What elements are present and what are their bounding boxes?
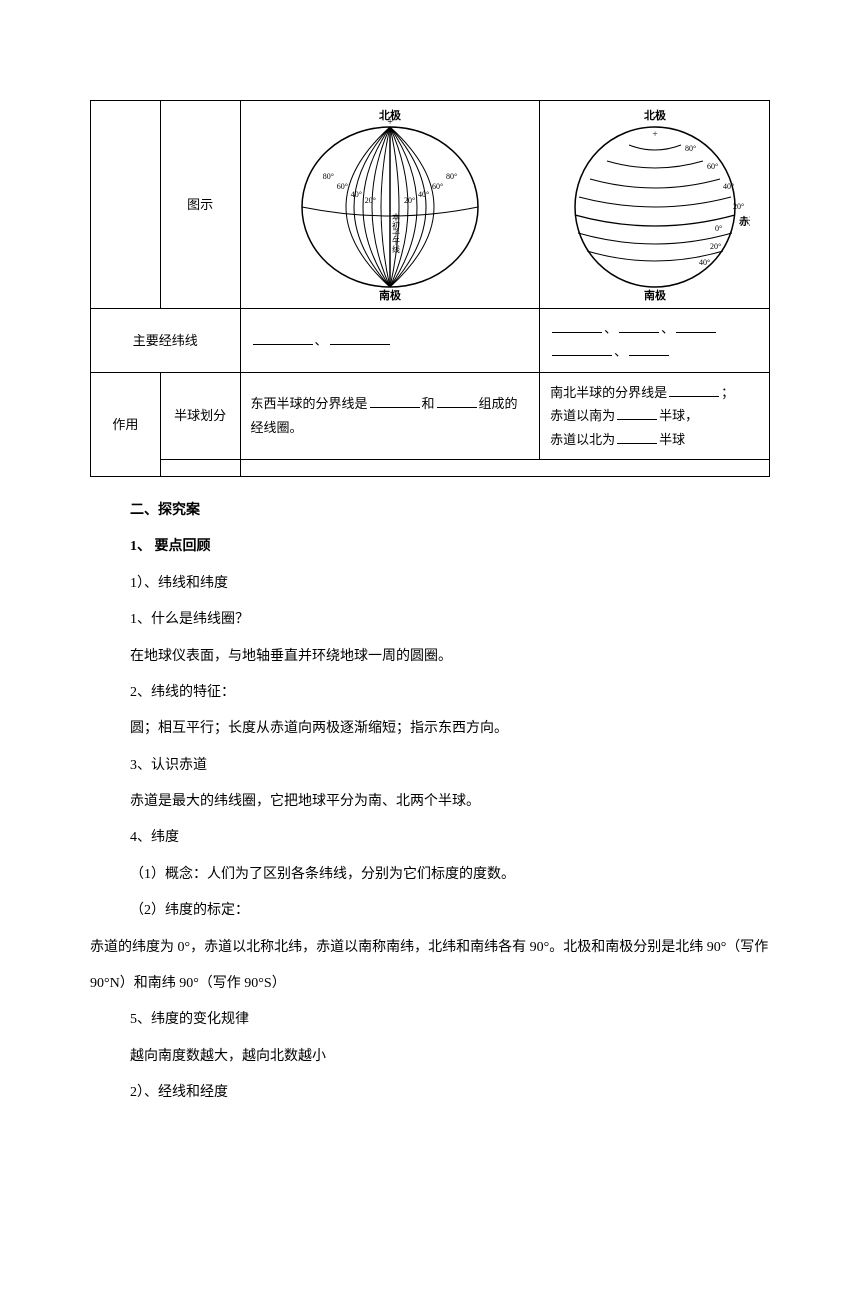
svg-text:40°: 40° <box>723 182 734 191</box>
longitude-globe-svg: 北极 + <box>275 107 505 302</box>
row-usage: 作用 半球划分 东西半球的分界线是和组成的经线圈。 南北半球的分界线是； 赤道以… <box>91 372 770 459</box>
main-lines-label: 主要经纬线 <box>91 309 241 373</box>
svg-text:0°: 0° <box>715 224 722 233</box>
south-pole-label: 南极 <box>379 288 402 302</box>
content-line: 在地球仪表面，与地轴垂直并环绕地球一周的圆圈。 <box>130 639 770 675</box>
content-line: 圆；相互平行；长度从赤道向两极逐渐缩短；指示东西方向。 <box>130 711 770 747</box>
section-2-sub1: 1、 要点回顾 <box>130 529 770 565</box>
content-line: 赤道的纬度为 0°，赤道以北称北纬，赤道以南称南纬，北纬和南纬各有 90°。北极… <box>90 930 770 1003</box>
svg-text:60°: 60° <box>337 182 348 191</box>
prime-meridian-label: 本初子午线 <box>391 212 400 253</box>
row-main-lines: 主要经纬线 、 、、 、 <box>91 309 770 373</box>
svg-text:+: + <box>652 129 657 139</box>
svg-text:60°: 60° <box>432 182 443 191</box>
content-line: 2、纬线的特征： <box>130 675 770 711</box>
content-line: 越向南度数越大，越向北数越小 <box>130 1039 770 1075</box>
svg-text:20°: 20° <box>404 196 415 205</box>
section-2-title: 二、探究案 <box>130 493 770 529</box>
content-line: 赤道是最大的纬线圈，它把地球平分为南、北两个半球。 <box>130 784 770 820</box>
svg-text:40°: 40° <box>418 190 429 199</box>
row-illustration: 图示 北极 + <box>91 101 770 309</box>
equator-line <box>575 215 735 226</box>
north-pole-label-2: 北极 <box>644 108 667 122</box>
content-line: 5、纬度的变化规律 <box>130 1002 770 1038</box>
usage-label: 作用 <box>91 372 161 476</box>
content-line: 3、认识赤道 <box>130 748 770 784</box>
text-content: 二、探究案 1、 要点回顾 1）、纬线和纬度 1、什么是纬线圈？ 在地球仪表面，… <box>90 493 770 1112</box>
content-line: 2）、经线和经度 <box>130 1075 770 1111</box>
svg-text:40°: 40° <box>699 258 710 267</box>
content-line: （2）纬度的标定： <box>130 893 770 929</box>
svg-text:80°: 80° <box>685 144 696 153</box>
south-pole-label-2: 南极 <box>644 288 667 302</box>
main-lines-longitude: 、 <box>240 309 540 373</box>
svg-text:20°: 20° <box>733 202 744 211</box>
svg-text:80°: 80° <box>323 172 334 181</box>
latitude-globe-svg: 北极 + 80° 60° 40° 20° <box>560 107 750 302</box>
svg-text:80°: 80° <box>446 172 457 181</box>
content-line: （1）概念：人们为了区别各条纬线，分别为它们标度的度数。 <box>130 857 770 893</box>
svg-text:60°: 60° <box>707 162 718 171</box>
usage-longitude-text: 东西半球的分界线是和组成的经线圈。 <box>240 372 540 459</box>
content-line: 1、什么是纬线圈？ <box>130 602 770 638</box>
usage-latitude-text: 南北半球的分界线是； 赤道以南为半球， 赤道以北为半球 <box>540 372 770 459</box>
content-line: 1）、纬线和纬度 <box>130 566 770 602</box>
half-division-label: 半球划分 <box>160 372 240 459</box>
row-usage-empty <box>91 459 770 476</box>
equator-label: 赤道 <box>739 215 750 228</box>
main-lines-latitude: 、、 、 <box>540 309 770 373</box>
svg-text:40°: 40° <box>351 190 362 199</box>
content-line: 4、纬度 <box>130 820 770 856</box>
svg-text:20°: 20° <box>710 242 721 251</box>
latitude-globe-cell: 北极 + 80° 60° 40° 20° <box>540 101 770 309</box>
svg-text:+: + <box>387 117 393 128</box>
longitude-globe-cell: 北极 + <box>240 101 540 309</box>
svg-text:20°: 20° <box>365 196 376 205</box>
comparison-table: 图示 北极 + <box>90 100 770 477</box>
illustration-label: 图示 <box>160 101 240 309</box>
